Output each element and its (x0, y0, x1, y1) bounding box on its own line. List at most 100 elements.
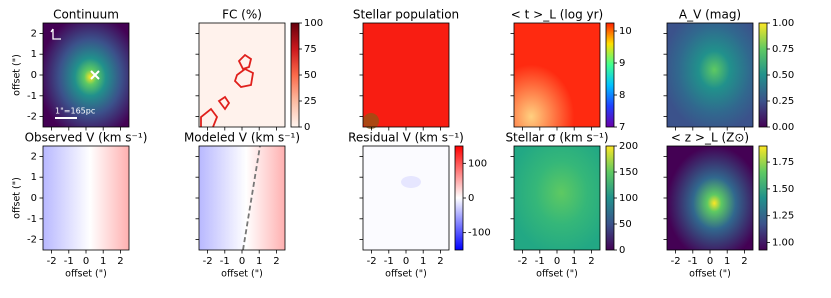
y-tick-label: -1 (27, 214, 37, 225)
x-axis-label: offset (") (65, 269, 107, 280)
x-tick-label: 0 (239, 256, 245, 267)
x-tick-label: 1 (571, 256, 577, 267)
panel-title: Continuum (53, 8, 119, 22)
map-image (363, 146, 449, 250)
colorbar-tick-label: 50 (619, 219, 632, 230)
colorbar-tick-label: 8 (619, 90, 625, 101)
colorbar (758, 22, 768, 128)
map-image (514, 23, 600, 127)
colorbar-tick-label: 0.75 (772, 44, 794, 55)
x-tick-label: -1 (688, 256, 698, 267)
colorbar-tick-label: 1.00 (772, 237, 794, 248)
x-tick-label: 1 (420, 256, 426, 267)
x-tick-label: 1 (724, 256, 730, 267)
colorbar-tick-label: -100 (468, 228, 491, 239)
x-tick-label: 0 (554, 256, 560, 267)
colorbar-tick-label: 0.50 (772, 70, 794, 81)
y-tick-label: 1 (31, 172, 37, 183)
panel-title: < z >_L (Z⊙) (671, 131, 749, 145)
panel-title: < t >_L (log yr) (511, 8, 603, 22)
colorbar-tick-label: 25 (304, 96, 317, 107)
colorbar-tick-label: 0.25 (772, 96, 794, 107)
panel-title: Observed V (km s⁻¹) (25, 131, 148, 145)
panel-title: A_V (mag) (679, 8, 741, 22)
y-tick-label: -2 (27, 235, 37, 246)
colorbar (605, 22, 615, 128)
y-axis-label: offset (") (12, 177, 23, 219)
map-image (363, 23, 449, 127)
x-tick-label: 2 (588, 256, 594, 267)
x-tick-label: 2 (273, 256, 279, 267)
x-axis-label: offset (") (536, 269, 578, 280)
panel-title: FC (%) (222, 8, 262, 22)
map-image (199, 146, 285, 250)
colorbar (290, 22, 300, 128)
x-tick-label: 0 (83, 256, 89, 267)
colorbar-tick-label: 9 (619, 58, 625, 69)
x-tick-label: -2 (367, 256, 377, 267)
compass (50, 28, 61, 40)
colorbar-tick-label: 1.00 (772, 18, 794, 29)
y-tick-label: -1 (27, 91, 37, 102)
scale-label: 1"=165pc (55, 107, 95, 116)
x-tick-label: -1 (64, 256, 74, 267)
x-tick-label: -1 (384, 256, 394, 267)
colorbar-tick-label: 7 (619, 122, 625, 133)
residual (401, 176, 421, 188)
panel-title: Modeled V (km s⁻¹) (184, 131, 300, 145)
colorbar-tick-label: 0 (619, 245, 625, 256)
colorbar-tick-label: 50 (304, 70, 317, 81)
x-tick-label: 1 (100, 256, 106, 267)
y-tick-label: 1 (31, 49, 37, 60)
map-image (43, 23, 129, 127)
map-image (667, 146, 753, 250)
colorbar-tick-label: 150 (619, 167, 638, 178)
x-tick-label: 2 (117, 256, 123, 267)
y-tick-label: 2 (31, 28, 37, 39)
x-tick-label: -1 (220, 256, 230, 267)
colorbar-tick-label: 1.75 (772, 157, 794, 168)
x-tick-label: -2 (47, 256, 57, 267)
x-tick-label: 0 (403, 256, 409, 267)
x-axis-label: offset (") (689, 269, 731, 280)
map-image (667, 23, 753, 127)
major-axis (242, 145, 261, 251)
y-tick-label: 0 (31, 193, 37, 204)
x-tick-label: 2 (437, 256, 443, 267)
y-tick-label: 2 (31, 151, 37, 162)
panel-title: Stellar population (353, 8, 459, 22)
colorbar (454, 145, 464, 251)
x-tick-label: -2 (518, 256, 528, 267)
x-axis-label: offset (") (221, 269, 263, 280)
y-tick-label: 0 (31, 70, 37, 81)
colorbar (605, 145, 615, 251)
contour (200, 53, 254, 128)
colorbar-tick-label: 1.25 (772, 211, 794, 222)
x-tick-label: -2 (671, 256, 681, 267)
colorbar-tick-label: 200 (619, 141, 638, 152)
x-axis-label: offset (") (385, 269, 427, 280)
y-axis-label: offset (") (12, 54, 23, 96)
map-image (199, 23, 285, 127)
map-image (514, 146, 600, 250)
colorbar-tick-label: 0 (468, 193, 474, 204)
x-tick-label: 2 (741, 256, 747, 267)
colorbar-tick-label: 75 (304, 44, 317, 55)
colorbar-tick-label: 0 (304, 122, 310, 133)
map-image (43, 146, 129, 250)
blob (363, 113, 379, 129)
x-tick-label: -1 (535, 256, 545, 267)
x-tick-label: 1 (256, 256, 262, 267)
colorbar (758, 145, 768, 251)
panel-title: Residual V (km s⁻¹) (348, 131, 464, 145)
center-mark (90, 70, 100, 80)
colorbar-tick-label: 1.50 (772, 184, 794, 195)
colorbar-tick-label: 10 (619, 26, 632, 37)
colorbar-tick-label: 100 (304, 18, 323, 29)
y-tick-label: -2 (27, 112, 37, 123)
x-tick-label: 0 (707, 256, 713, 267)
panel-title: Stellar σ (km s⁻¹) (505, 131, 608, 145)
x-tick-label: -2 (203, 256, 213, 267)
colorbar-tick-label: 100 (619, 193, 638, 204)
